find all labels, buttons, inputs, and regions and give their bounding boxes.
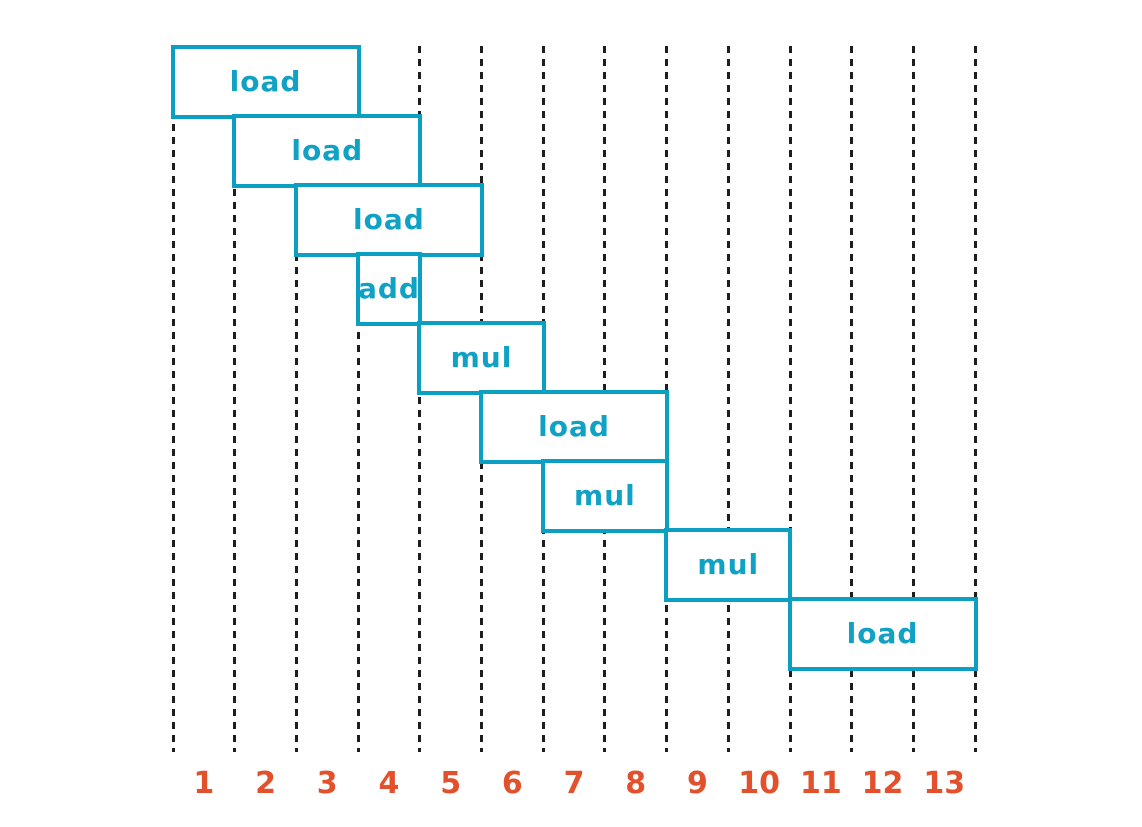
task-box-load: load bbox=[479, 389, 670, 464]
cycle-number: 4 bbox=[378, 766, 400, 801]
task-label: add bbox=[357, 272, 420, 305]
cycle-grid-line bbox=[418, 46, 422, 752]
cycle-number: 11 bbox=[799, 766, 842, 801]
cycle-grid-line bbox=[171, 46, 175, 752]
cycle-number: 12 bbox=[861, 766, 904, 801]
task-box-load: load bbox=[170, 44, 361, 119]
task-box-mul: mul bbox=[664, 527, 793, 602]
task-box-load: load bbox=[293, 182, 484, 257]
cycle-number: 13 bbox=[923, 766, 966, 801]
task-box-load: load bbox=[787, 596, 978, 671]
task-label: load bbox=[846, 617, 919, 650]
task-box-load: load bbox=[232, 113, 423, 188]
cycle-number: 10 bbox=[738, 766, 781, 801]
cycle-grid-line bbox=[726, 46, 730, 752]
cycle-number: 3 bbox=[316, 766, 338, 801]
task-box-mul: mul bbox=[540, 458, 670, 533]
cycle-grid-line bbox=[788, 46, 792, 752]
cycle-number: 5 bbox=[440, 766, 462, 801]
cycle-grid-line bbox=[973, 46, 977, 752]
task-label: load bbox=[229, 65, 302, 98]
task-label: load bbox=[291, 134, 364, 167]
cycle-number: 9 bbox=[687, 766, 708, 801]
cycle-grid-line bbox=[356, 46, 360, 752]
cycle-grid-line bbox=[233, 46, 237, 752]
cycle-grid-line bbox=[294, 46, 298, 752]
cycle-number: 6 bbox=[501, 766, 523, 801]
cycle-number: 7 bbox=[563, 766, 585, 801]
task-label: mul bbox=[697, 548, 760, 581]
task-label: mul bbox=[450, 341, 513, 374]
cycle-number: 8 bbox=[625, 766, 647, 801]
task-label: mul bbox=[574, 479, 636, 512]
task-box-add: add bbox=[355, 251, 423, 326]
task-box-mul: mul bbox=[417, 320, 546, 395]
cycle-grid-line bbox=[850, 46, 854, 752]
cycle-number: 1 bbox=[193, 766, 215, 801]
cycle-grid-line bbox=[911, 46, 915, 752]
task-label: load bbox=[353, 203, 425, 236]
cycle-number: 2 bbox=[255, 766, 276, 801]
task-label: load bbox=[538, 410, 610, 443]
